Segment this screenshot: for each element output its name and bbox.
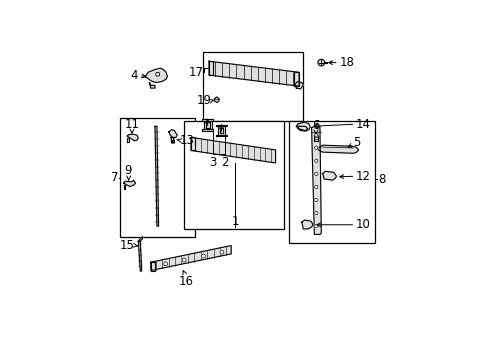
Circle shape bbox=[220, 250, 224, 254]
Circle shape bbox=[314, 185, 317, 189]
Text: 9: 9 bbox=[124, 164, 132, 177]
Bar bbox=[203, 51, 303, 121]
Polygon shape bbox=[214, 97, 219, 103]
Polygon shape bbox=[208, 61, 299, 86]
Text: 2: 2 bbox=[221, 156, 228, 169]
Text: 10: 10 bbox=[355, 218, 370, 231]
Text: 6: 6 bbox=[312, 120, 319, 132]
Text: 15: 15 bbox=[120, 239, 135, 252]
Circle shape bbox=[163, 262, 167, 266]
Polygon shape bbox=[314, 135, 317, 141]
Text: 12: 12 bbox=[355, 170, 370, 183]
Polygon shape bbox=[171, 138, 174, 143]
Circle shape bbox=[317, 59, 324, 66]
Circle shape bbox=[182, 258, 186, 262]
Text: 14: 14 bbox=[355, 118, 370, 131]
Polygon shape bbox=[127, 134, 138, 141]
Text: 4: 4 bbox=[131, 68, 138, 82]
Polygon shape bbox=[123, 180, 135, 186]
Text: 19: 19 bbox=[196, 94, 211, 107]
Text: 8: 8 bbox=[377, 172, 385, 185]
Circle shape bbox=[314, 159, 317, 162]
Polygon shape bbox=[202, 129, 213, 131]
Polygon shape bbox=[145, 68, 167, 82]
Circle shape bbox=[156, 72, 160, 76]
Polygon shape bbox=[127, 138, 128, 141]
Polygon shape bbox=[296, 122, 309, 131]
Circle shape bbox=[314, 133, 317, 136]
Bar bbox=[183, 121, 284, 229]
Polygon shape bbox=[203, 121, 211, 129]
Polygon shape bbox=[301, 220, 312, 229]
Circle shape bbox=[314, 172, 317, 176]
Polygon shape bbox=[168, 130, 177, 138]
Polygon shape bbox=[217, 126, 225, 135]
Polygon shape bbox=[138, 237, 142, 242]
Text: 5: 5 bbox=[352, 136, 360, 149]
Polygon shape bbox=[322, 171, 336, 180]
Polygon shape bbox=[123, 185, 125, 189]
Text: 3: 3 bbox=[209, 156, 217, 169]
Polygon shape bbox=[216, 135, 226, 136]
Circle shape bbox=[314, 198, 317, 202]
Circle shape bbox=[201, 254, 205, 258]
Text: 18: 18 bbox=[339, 56, 353, 69]
Polygon shape bbox=[138, 242, 142, 271]
Bar bbox=[120, 118, 195, 237]
Polygon shape bbox=[311, 126, 321, 234]
Text: 13: 13 bbox=[180, 134, 194, 147]
Polygon shape bbox=[155, 126, 158, 226]
Text: 1: 1 bbox=[231, 215, 239, 228]
Polygon shape bbox=[294, 81, 303, 89]
Text: 7: 7 bbox=[111, 171, 119, 184]
Text: 16: 16 bbox=[179, 275, 193, 288]
Circle shape bbox=[314, 146, 317, 149]
Circle shape bbox=[314, 211, 317, 215]
Polygon shape bbox=[191, 138, 275, 163]
Polygon shape bbox=[149, 82, 155, 88]
Text: 17: 17 bbox=[188, 66, 203, 79]
Circle shape bbox=[314, 225, 317, 228]
Polygon shape bbox=[317, 145, 358, 153]
Bar bbox=[289, 121, 375, 243]
Polygon shape bbox=[202, 120, 213, 121]
Polygon shape bbox=[150, 246, 231, 270]
Text: 11: 11 bbox=[124, 118, 139, 131]
Polygon shape bbox=[216, 125, 226, 126]
